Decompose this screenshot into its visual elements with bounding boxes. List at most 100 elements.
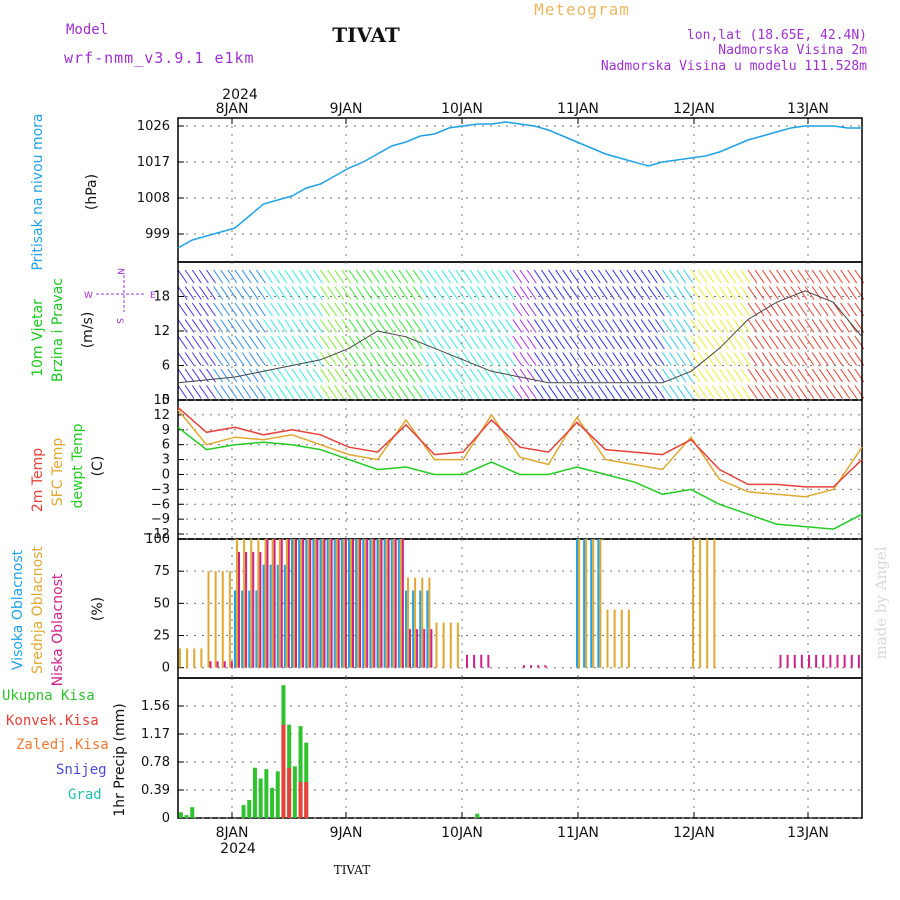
wind-barb [783, 335, 794, 350]
wind-barb [298, 286, 309, 300]
wind-barb [761, 352, 772, 366]
wind-barb [569, 302, 580, 317]
wind-barb [804, 352, 815, 366]
wind-barb [690, 368, 701, 383]
wind-barb [804, 302, 815, 317]
wind-barb [327, 385, 338, 399]
wind-barb [562, 335, 573, 350]
wind-barb [519, 368, 530, 383]
wind-barb [612, 352, 623, 366]
wind-barb [747, 319, 758, 333]
wind-barb [669, 335, 680, 350]
wind-barb [191, 335, 202, 350]
wind-barb [419, 302, 430, 317]
wind-barb [505, 385, 516, 399]
wind-barb [818, 335, 829, 350]
wind-barb [455, 286, 466, 300]
wind-barb [476, 269, 487, 284]
wind-barb [690, 385, 701, 399]
wind-barb [469, 319, 480, 333]
wind-barb [512, 319, 523, 333]
wind-barb [576, 269, 587, 284]
wind-barb [647, 335, 658, 350]
wind-barb [177, 385, 188, 399]
wind-barb [206, 269, 216, 284]
wind-barb [241, 368, 252, 383]
wind-barb [398, 302, 409, 317]
wind-barb [362, 269, 373, 284]
wind-barb [633, 302, 644, 317]
wind-barb [654, 286, 665, 300]
wind-barb [555, 335, 566, 350]
top-date-labels: 8JAN 9JAN 10JAN 11JAN 12JAN 13JAN [216, 101, 829, 117]
wind-barb [412, 352, 423, 366]
wind-barb [768, 368, 779, 383]
precip-bar [258, 778, 263, 818]
wind-barb [341, 302, 352, 317]
wind-barb [498, 319, 509, 333]
wind-barb [726, 302, 737, 317]
wind-barb [405, 385, 416, 399]
wind-barb [697, 302, 708, 317]
wind-barb [825, 352, 836, 366]
wind-barb [619, 286, 630, 300]
wind-barb [754, 368, 765, 383]
wind-barb [548, 286, 558, 300]
temperature-tick-label: −3 [151, 482, 170, 497]
wind-barb [590, 368, 601, 383]
wind-barb [540, 302, 551, 317]
wind-barb [476, 385, 487, 399]
wind-barb [548, 335, 558, 350]
wind-barb [426, 319, 437, 333]
wind-barb [590, 319, 601, 333]
wind-barb [441, 352, 452, 366]
pressure-panel: 999 1008 1017 1026 [137, 117, 863, 263]
wind-barb [469, 335, 480, 350]
wind-barb [783, 319, 794, 333]
wind-barb [505, 352, 516, 366]
wind-barb [284, 269, 295, 284]
wind-barb [840, 269, 851, 284]
wind-barb [184, 385, 195, 399]
wind-barb [633, 269, 644, 284]
wind-barb [711, 385, 722, 399]
wind-barb [327, 302, 338, 317]
wind-barb [448, 319, 459, 333]
wind-barb [398, 269, 409, 284]
wind-barb [320, 302, 330, 317]
wind-barb [355, 269, 366, 284]
wind-barb [227, 302, 238, 317]
wind-barb [576, 352, 587, 366]
wind-barb [220, 269, 231, 284]
wind-barb [825, 335, 836, 350]
wind-barb [234, 319, 245, 333]
wind-barb [483, 286, 494, 300]
wind-barb [405, 319, 416, 333]
wind-barb [569, 286, 580, 300]
wind-barb [590, 286, 601, 300]
wind-barb [462, 368, 473, 383]
wind-barb [526, 335, 537, 350]
wind-barb [469, 368, 480, 383]
wind-barb [676, 302, 687, 317]
wind-barb [462, 352, 473, 366]
wind-barb [519, 286, 530, 300]
wind-barb [483, 335, 494, 350]
bottom-date-label: 12JAN [673, 825, 715, 841]
wind-barb [840, 385, 851, 399]
wind-barb [548, 352, 558, 366]
wind-barb [434, 319, 444, 333]
wind-barb [783, 368, 794, 383]
wind-barb [768, 286, 779, 300]
wind-barb [377, 368, 387, 383]
wind-barb [605, 302, 615, 317]
wind-barb [206, 368, 216, 383]
wind-barb [434, 269, 444, 284]
wind-barb [426, 269, 437, 284]
wind-barb [398, 385, 409, 399]
wind-barb [569, 269, 580, 284]
wind-barb [783, 302, 794, 317]
wind-barb [191, 302, 202, 317]
precip-bar [298, 782, 303, 818]
wind-barb [811, 352, 822, 366]
